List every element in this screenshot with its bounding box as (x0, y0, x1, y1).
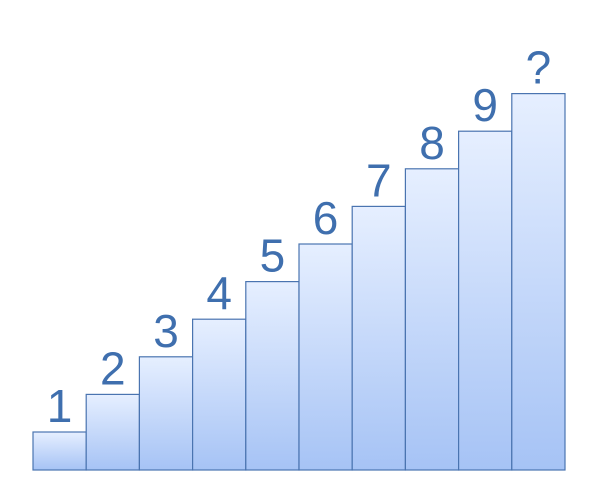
step-bar-2 (85, 393, 140, 471)
step-label-7: 7 (366, 154, 392, 206)
step-label-5: 5 (260, 230, 286, 282)
step-bar-4 (192, 318, 247, 471)
step-bar-10 (511, 92, 566, 471)
step-bar-6 (298, 243, 353, 471)
step-label-1: 1 (47, 380, 73, 432)
step-bar-5 (245, 281, 300, 471)
step-label-10: ? (526, 42, 552, 94)
step-label-3: 3 (153, 305, 179, 357)
step-bar-1 (32, 431, 87, 471)
step-label-4: 4 (206, 267, 232, 319)
step-bars (32, 92, 566, 471)
step-label-6: 6 (313, 192, 339, 244)
step-label-9: 9 (472, 79, 498, 131)
step-bar-8 (404, 168, 460, 471)
step-bar-7 (351, 205, 407, 471)
step-label-8: 8 (419, 117, 445, 169)
step-bar-3 (138, 356, 194, 471)
step-label-2: 2 (100, 342, 126, 394)
step-bar-9 (458, 130, 513, 471)
